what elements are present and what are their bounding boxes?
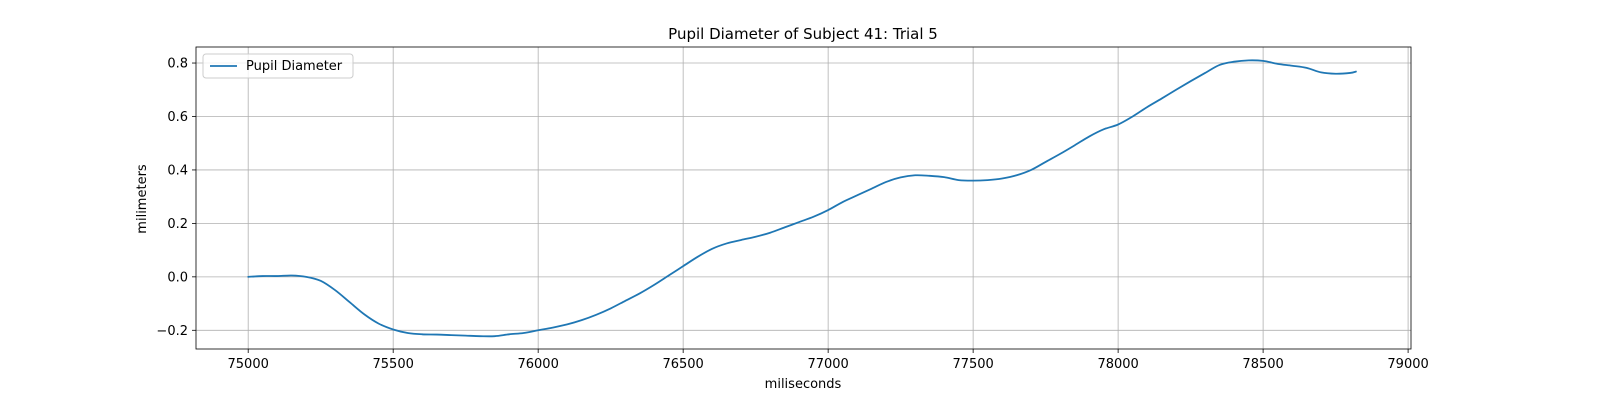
plot-area bbox=[196, 47, 1411, 349]
x-tick-label: 76000 bbox=[517, 357, 558, 372]
series-line-pupil-diameter bbox=[247, 59, 1357, 338]
x-axis-label: miliseconds bbox=[765, 377, 842, 392]
y-tick-label: 0.2 bbox=[167, 217, 188, 232]
x-grid bbox=[247, 47, 1409, 349]
y-axis-label: milimeters bbox=[135, 164, 150, 234]
y-tick-label: 0.6 bbox=[167, 110, 188, 125]
x-tick-label: 77500 bbox=[952, 357, 993, 372]
x-tick-label: 76500 bbox=[662, 357, 703, 372]
y-tick-label: 0.4 bbox=[167, 163, 188, 178]
y-tick-label: 0.0 bbox=[167, 270, 188, 285]
legend: Pupil Diameter bbox=[202, 53, 354, 79]
legend-label-pupil-diameter: Pupil Diameter bbox=[246, 59, 343, 74]
x-axis-ticks: 75000 75500 76000 76500 77000 77500 78000 78500… bbox=[228, 349, 1429, 372]
y-grid bbox=[196, 62, 1411, 331]
x-tick-label: 78500 bbox=[1242, 357, 1283, 372]
y-axis-ticks: −0.2 0.0 0.2 0.4 0.6 0.8 bbox=[156, 57, 196, 339]
chart-title: Pupil Diameter of Subject 41: Trial 5 bbox=[668, 25, 938, 43]
legend-box bbox=[202, 53, 354, 79]
y-tick-label: 0.8 bbox=[167, 57, 188, 72]
x-tick-label: 78000 bbox=[1097, 357, 1138, 372]
y-tick-label: −0.2 bbox=[156, 324, 188, 339]
x-tick-label: 75500 bbox=[373, 357, 414, 372]
x-tick-label: 79000 bbox=[1387, 357, 1428, 372]
x-tick-label: 77000 bbox=[807, 357, 848, 372]
x-tick-label: 75000 bbox=[228, 357, 269, 372]
plot-frame bbox=[195, 46, 1412, 350]
